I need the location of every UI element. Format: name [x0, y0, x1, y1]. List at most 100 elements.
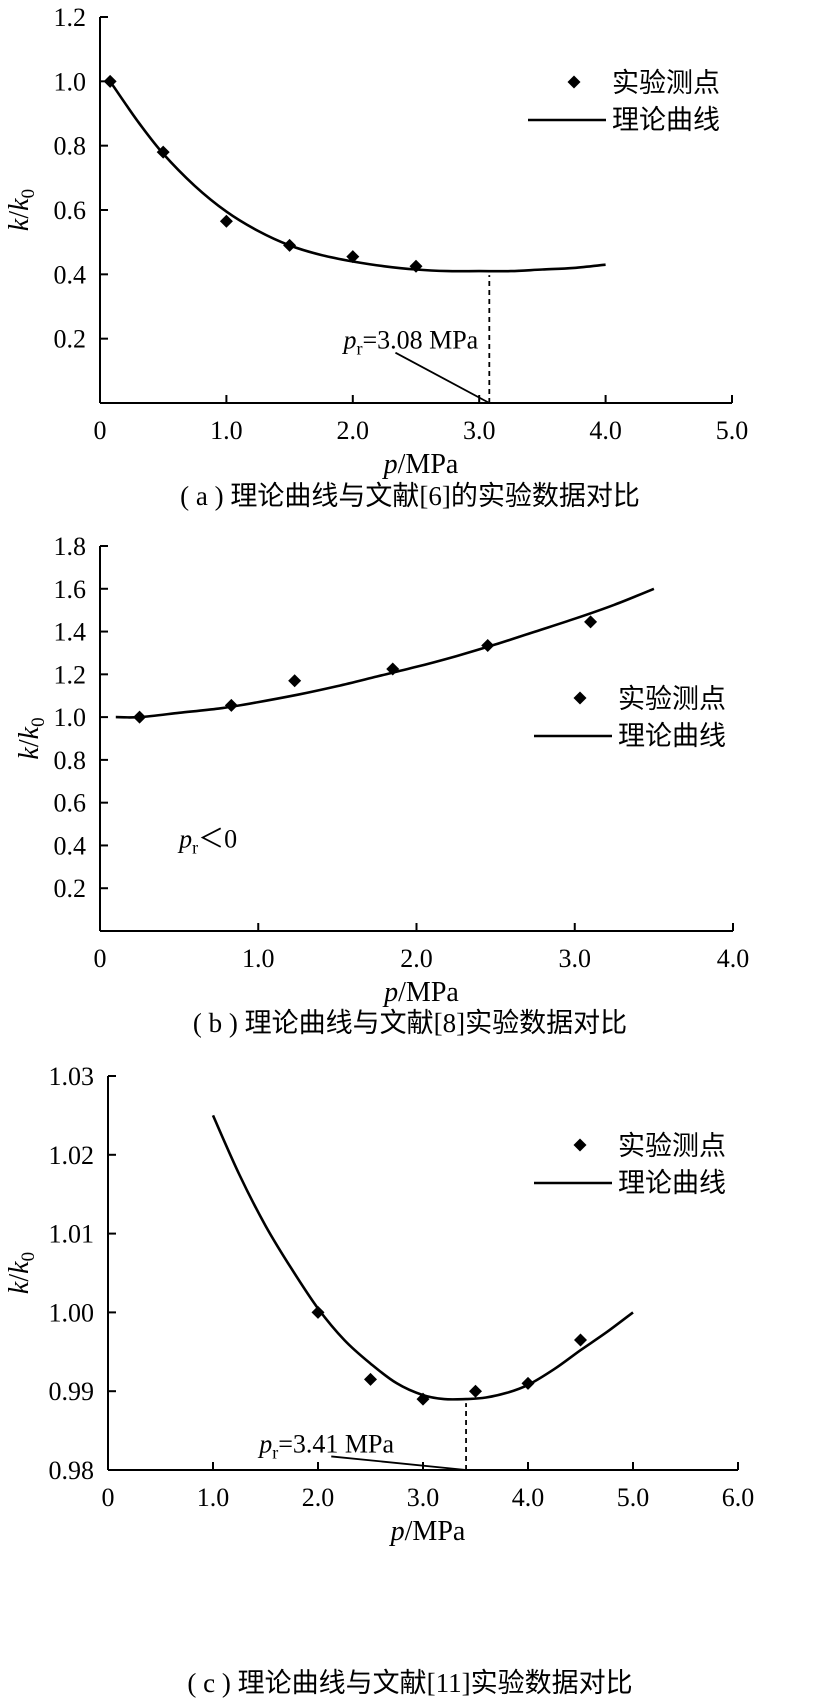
x-tick-label: 6.0: [722, 1483, 755, 1512]
chart-panel-b: 0 1.0 2.0 3.0 4.0 0.2 0.4 0.6 0.8 1.0 1.2 1.4 1.6 1.8…: [14, 532, 749, 1038]
data-point: [364, 1372, 377, 1386]
data-point: [288, 674, 302, 688]
pr-annotation-value: =3.41 MPa: [278, 1429, 394, 1458]
y-tick-label: 1.4: [54, 618, 87, 647]
legend-label-line: 理论曲线: [618, 721, 726, 751]
x-axis-label-var: p: [382, 977, 398, 1008]
y-axis-label-sub: 0: [18, 1252, 39, 1262]
legend-label-points: 实验测点: [612, 68, 720, 98]
chart-caption: ( a ) 理论曲线与文献[6]的实验数据对比: [180, 481, 640, 511]
x-tick-label: 5.0: [716, 416, 749, 445]
pr-annotation-p: p: [341, 326, 356, 355]
chart-caption: ( c ) 理论曲线与文献[11]实验数据对比: [187, 1668, 632, 1698]
legend-label-line: 理论曲线: [618, 1168, 726, 1198]
y-axis-label: k/k0: [4, 1252, 39, 1294]
x-tick-label: 3.0: [559, 944, 592, 973]
y-tick-label: 1.0: [54, 703, 87, 732]
pr-annotation: pr=3.08 MPa: [341, 326, 478, 359]
pr-leader-line: [331, 1455, 467, 1471]
y-axis-label: k/k0: [4, 189, 39, 231]
x-tick-label: 3.0: [407, 1483, 440, 1512]
y-axis-label-sub: 0: [28, 717, 49, 727]
y-tick-label: 1.6: [54, 575, 87, 604]
y-tick-label: 1.02: [49, 1141, 95, 1170]
legend-marker-points: [573, 1138, 587, 1152]
legend-marker-points: [573, 691, 587, 705]
chart-panel-c: 0 1.0 2.0 3.0 4.0 5.0 6.0 0.98 0.99 1.00 1.01 1.02 1…: [4, 1062, 754, 1698]
data-point: [311, 1305, 325, 1319]
data-point: [224, 698, 238, 712]
pr-annotation: pr=3.41 MPa: [257, 1429, 394, 1462]
y-tick-label: 1.2: [54, 3, 87, 32]
legend-marker-points: [567, 75, 581, 89]
y-axis-label: k/k0: [14, 717, 49, 759]
y-tick-label: 0.6: [54, 196, 87, 225]
y-tick-label: 1.8: [54, 532, 87, 561]
y-tick-label: 1.00: [49, 1298, 95, 1327]
pr-annotation: pr＜0: [177, 825, 237, 858]
y-tick-label: 0.99: [49, 1377, 95, 1406]
y-axis-label-k0: k: [14, 726, 45, 739]
pr-annotation-p: p: [177, 825, 192, 854]
y-axis-label-k: k: [14, 747, 45, 760]
y-tick-label: 0.6: [54, 789, 87, 818]
chart-caption: ( b ) 理论曲线与文献[8]实验数据对比: [193, 1008, 627, 1038]
pr-annotation-sub: r: [272, 1442, 278, 1462]
y-tick-label: 1.03: [49, 1062, 95, 1091]
legend-label-points: 实验测点: [618, 1131, 726, 1161]
y-tick-label: 0.2: [54, 325, 87, 354]
x-axis-label-unit: /MPa: [398, 977, 459, 1008]
x-tick-label: 0: [94, 944, 107, 973]
x-axis-label: p/MPa: [382, 977, 459, 1008]
x-tick-label: 1.0: [242, 944, 275, 973]
x-axis-label-var: p: [389, 1516, 405, 1547]
x-tick-label: 4.0: [589, 416, 622, 445]
x-tick-label: 4.0: [717, 944, 750, 973]
pr-annotation-sub: r: [356, 339, 362, 359]
y-tick-label: 1.2: [54, 660, 87, 689]
data-point: [574, 1333, 587, 1347]
y-tick-label: 1.0: [54, 67, 87, 96]
theory-curve: [115, 587, 655, 719]
x-tick-label: 2.0: [400, 944, 433, 973]
theory-curve: [211, 1114, 634, 1401]
x-axis-label-unit: /MPa: [398, 449, 459, 480]
x-axis-label-unit: /MPa: [405, 1516, 466, 1547]
x-tick-label: 3.0: [463, 416, 496, 445]
x-tick-label: 1.0: [197, 1483, 230, 1512]
legend-label-points: 实验测点: [618, 684, 726, 714]
chart-panel-a: 0 1.0 2.0 3.0 4.0 5.0 0.2 0.4 0.6 0.8 1.0 1.2 p/MPa k…: [4, 3, 748, 511]
legend-label-line: 理论曲线: [612, 105, 720, 135]
y-tick-label: 1.01: [49, 1220, 95, 1249]
x-tick-label: 0: [102, 1483, 115, 1512]
y-axis-label-sep: /: [14, 739, 45, 747]
y-tick-label: 0.2: [54, 874, 87, 903]
y-axis-label-sep: /: [4, 211, 35, 219]
pr-leader-line: [395, 351, 490, 404]
pr-annotation-value: =3.08 MPa: [362, 326, 478, 355]
y-tick-label: 0.4: [54, 831, 87, 860]
y-tick-label: 0.98: [49, 1456, 95, 1485]
y-tick-label: 0.8: [54, 132, 87, 161]
x-tick-label: 5.0: [617, 1483, 650, 1512]
y-tick-label: 0.8: [54, 746, 87, 775]
y-axis-label-k0: k: [4, 1261, 35, 1274]
x-tick-label: 2.0: [302, 1483, 335, 1512]
y-axis-label-k0: k: [4, 198, 35, 211]
y-axis-label-sep: /: [4, 1274, 35, 1282]
x-axis-label-var: p: [382, 449, 398, 480]
x-tick-label: 1.0: [210, 416, 243, 445]
theory-curve: [109, 80, 606, 273]
y-axis-label-k: k: [4, 1281, 35, 1294]
x-tick-label: 4.0: [512, 1483, 545, 1512]
x-tick-label: 0: [94, 416, 107, 445]
x-tick-label: 2.0: [337, 416, 370, 445]
pr-annotation-value: ＜0: [198, 825, 237, 854]
pr-annotation-sub: r: [192, 838, 198, 858]
y-axis-label-k: k: [4, 218, 35, 231]
y-tick-label: 0.4: [54, 260, 87, 289]
pr-annotation-p: p: [257, 1429, 272, 1458]
y-axis-label-sub: 0: [18, 189, 39, 199]
x-axis-label: p/MPa: [382, 449, 459, 480]
